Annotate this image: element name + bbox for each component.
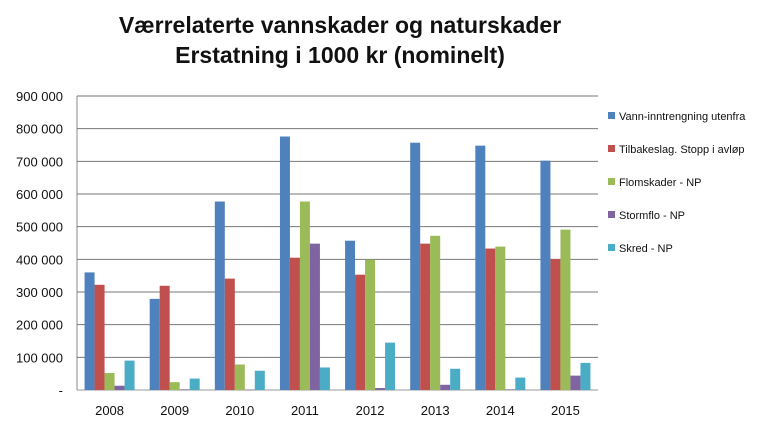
bar-stormflo-np (179, 389, 190, 390)
bar-flomskader-np (104, 373, 115, 390)
bar-tilbakeslag-stopp-i-avl-p (485, 248, 496, 390)
bar-skred-np (515, 377, 526, 390)
bar-skred-np (124, 360, 135, 390)
bar-vann-inntrengning-utenfra (475, 145, 486, 390)
y-tick-label: 600 000 (16, 187, 63, 202)
bar-stormflo-np (440, 384, 451, 390)
bar-vann-inntrengning-utenfra (345, 240, 356, 390)
bar-tilbakeslag-stopp-i-avl-p (420, 243, 431, 390)
bar-flomskader-np (560, 229, 571, 390)
bar-tilbakeslag-stopp-i-avl-p (355, 274, 366, 390)
legend-label: Flomskader - NP (619, 177, 702, 189)
legend-swatch (608, 211, 615, 218)
y-tick-label: 300 000 (16, 285, 63, 300)
legend-label: Stormflo - NP (619, 210, 685, 222)
bar-skred-np (319, 367, 330, 390)
bar-tilbakeslag-stopp-i-avl-p (224, 278, 235, 390)
legend-label: Skred - NP (619, 243, 673, 255)
bar-flomskader-np (169, 382, 180, 390)
y-tick-label: 800 000 (16, 122, 63, 137)
x-tick-label: 2010 (225, 403, 254, 418)
y-tick-label: - (59, 383, 63, 398)
legend-label: Vann-inntrengning utenfra (619, 111, 746, 123)
bar-vann-inntrengning-utenfra (214, 201, 225, 390)
x-tick-label: 2011 (291, 403, 319, 418)
bar-vann-inntrengning-utenfra (84, 272, 95, 390)
bar-vann-inntrengning-utenfra (540, 160, 551, 390)
chart-title: Værrelaterte vannskader og naturskader E… (40, 10, 640, 70)
bar-stormflo-np (309, 243, 320, 390)
legend-swatch (608, 112, 615, 119)
bar-tilbakeslag-stopp-i-avl-p (159, 285, 170, 390)
bar-tilbakeslag-stopp-i-avl-p (550, 259, 561, 390)
y-tick-label: 500 000 (16, 220, 63, 235)
y-tick-label: 900 000 (16, 89, 63, 104)
x-tick-label: 2015 (551, 403, 580, 418)
bar-flomskader-np (430, 235, 441, 390)
bar-stormflo-np (375, 388, 386, 390)
bar-skred-np (254, 370, 265, 390)
legend-swatch (608, 145, 615, 152)
bar-vann-inntrengning-utenfra (279, 136, 290, 390)
x-tick-label: 2008 (95, 403, 124, 418)
bar-skred-np (580, 362, 591, 390)
bar-flomskader-np (299, 201, 310, 390)
bar-skred-np (189, 378, 200, 390)
bar-tilbakeslag-stopp-i-avl-p (289, 257, 300, 390)
y-tick-label: 200 000 (16, 318, 63, 333)
y-tick-label: 100 000 (16, 350, 63, 365)
bar-skred-np (450, 368, 461, 390)
title-line: Værrelaterte vannskader og naturskader (118, 12, 562, 38)
legend-swatch (608, 244, 615, 251)
bar-flomskader-np (234, 364, 245, 390)
x-tick-label: 2013 (421, 403, 450, 418)
bar-stormflo-np (505, 389, 516, 390)
legend-swatch (608, 178, 615, 185)
y-tick-label: 400 000 (16, 252, 63, 267)
bar-stormflo-np (570, 375, 581, 390)
x-tick-label: 2012 (356, 403, 385, 418)
subtitle-line: Erstatning i 1000 kr (nominelt) (175, 42, 505, 68)
legend-label: Tilbakeslag. Stopp i avløp (619, 144, 745, 156)
bar-flomskader-np (365, 259, 376, 390)
bar-flomskader-np (495, 246, 506, 390)
y-tick-label: 700 000 (16, 154, 63, 169)
bar-vann-inntrengning-utenfra (149, 298, 160, 390)
bar-vann-inntrengning-utenfra (410, 142, 421, 390)
bar-stormflo-np (114, 385, 125, 390)
x-tick-label: 2009 (160, 403, 189, 418)
bar-tilbakeslag-stopp-i-avl-p (94, 284, 105, 390)
x-tick-label: 2014 (486, 403, 515, 418)
bar-stormflo-np (244, 389, 255, 391)
bar-skred-np (385, 342, 396, 390)
